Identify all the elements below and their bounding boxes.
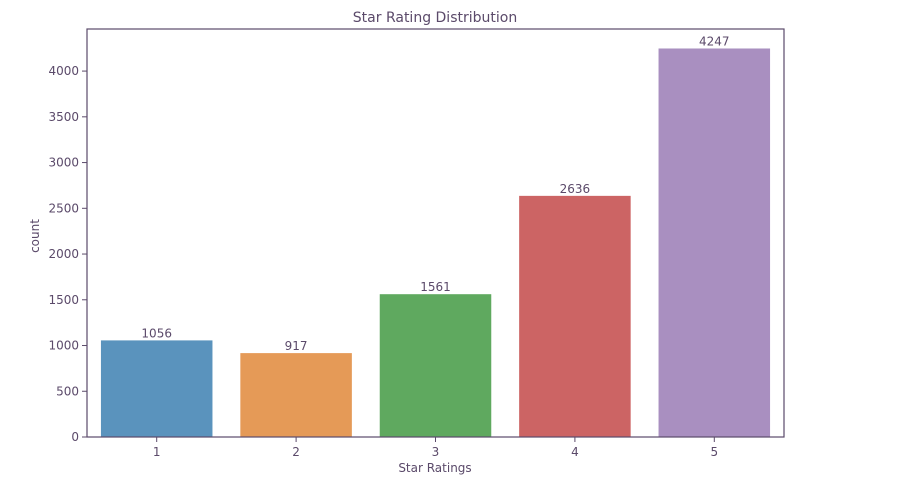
bar-value-label-3: 1561 xyxy=(420,280,451,294)
y-tick-label-2000: 2000 xyxy=(48,247,79,261)
bar-value-label-2: 917 xyxy=(285,339,308,353)
x-axis-label: Star Ratings xyxy=(398,461,471,475)
y-tick-label-3500: 3500 xyxy=(48,110,79,124)
bar-5 xyxy=(658,48,771,438)
bar-3 xyxy=(379,294,492,437)
bar-value-labels: 1056 917 1561 2636 4247 xyxy=(141,34,729,353)
y-tick-label-0: 0 xyxy=(71,430,79,444)
chart-title: Star Rating Distribution xyxy=(353,10,517,26)
x-tick-label-3: 3 xyxy=(432,445,440,459)
y-tick-label-3000: 3000 xyxy=(48,156,79,170)
bar-value-label-1: 1056 xyxy=(141,326,172,340)
y-tick-label-2500: 2500 xyxy=(48,201,79,215)
bar-4 xyxy=(519,195,631,437)
x-tick-label-2: 2 xyxy=(292,445,300,459)
y-tick-label-1500: 1500 xyxy=(48,293,79,307)
bar-value-label-4: 2636 xyxy=(560,182,591,196)
x-tick-label-4: 4 xyxy=(571,445,579,459)
y-axis-label: count xyxy=(28,219,42,253)
bar-value-label-5: 4247 xyxy=(699,34,730,48)
y-axis-ticks: 0 500 1000 1500 2000 2500 3000 3500 4000 xyxy=(48,64,87,444)
x-axis-ticks: 1 2 3 4 5 xyxy=(153,437,718,459)
x-tick-label-1: 1 xyxy=(153,445,161,459)
y-tick-label-1000: 1000 xyxy=(48,339,79,353)
bar-1 xyxy=(100,340,213,437)
y-tick-label-500: 500 xyxy=(56,384,79,398)
x-tick-label-5: 5 xyxy=(710,445,718,459)
y-tick-label-4000: 4000 xyxy=(48,64,79,78)
bars-group xyxy=(100,48,771,438)
bar-2 xyxy=(240,353,352,437)
